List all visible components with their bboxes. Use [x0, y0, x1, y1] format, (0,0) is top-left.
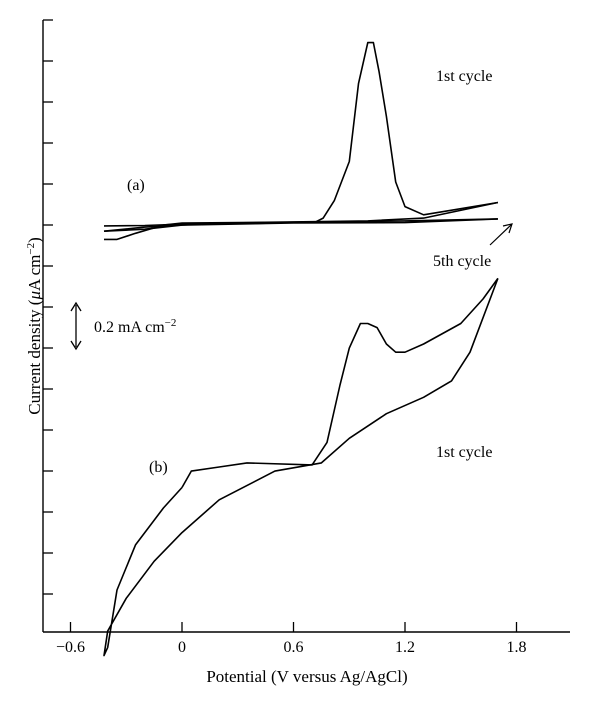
x-ticks: −0.6 0 0.6 1.2 1.8: [56, 622, 527, 656]
panel-b-first-cycle-label: 1st cycle: [436, 444, 492, 461]
x-tick-label: −0.6: [56, 639, 85, 656]
x-tick-label: 0: [178, 639, 186, 656]
fifth-cycle-arrow: [489, 223, 513, 246]
y-axis-title: Current density (μA cm−2): [25, 237, 44, 415]
panel-a-fifth-cycle-label: 5th cycle: [433, 253, 491, 270]
traces: [103, 41, 499, 657]
panel-b-label: (b): [149, 459, 168, 476]
scale-bar: [70, 301, 82, 351]
trace-b-1st-cycle-anodic: [181, 277, 499, 488]
trace-a-5th-cycle-cathodic: [103, 218, 498, 232]
panel-a-first-cycle-label: 1st cycle: [436, 68, 492, 85]
trace-a-5th-cycle-anodic: [103, 218, 498, 232]
scale-bar-label: 0.2 mA cm−2: [94, 317, 176, 336]
x-tick-label: 0.6: [284, 639, 304, 656]
panel-a-label: (a): [127, 177, 145, 194]
trace-b-1st-cycle-cathodic: [103, 278, 499, 657]
y-ticks: [43, 19, 53, 595]
x-tick-label: 1.8: [507, 639, 527, 656]
x-axis-title: Potential (V versus Ag/AgCl): [206, 667, 407, 686]
x-tick-label: 1.2: [395, 639, 415, 656]
trace-a-1st-cycle-cathodic: [104, 201, 499, 241]
